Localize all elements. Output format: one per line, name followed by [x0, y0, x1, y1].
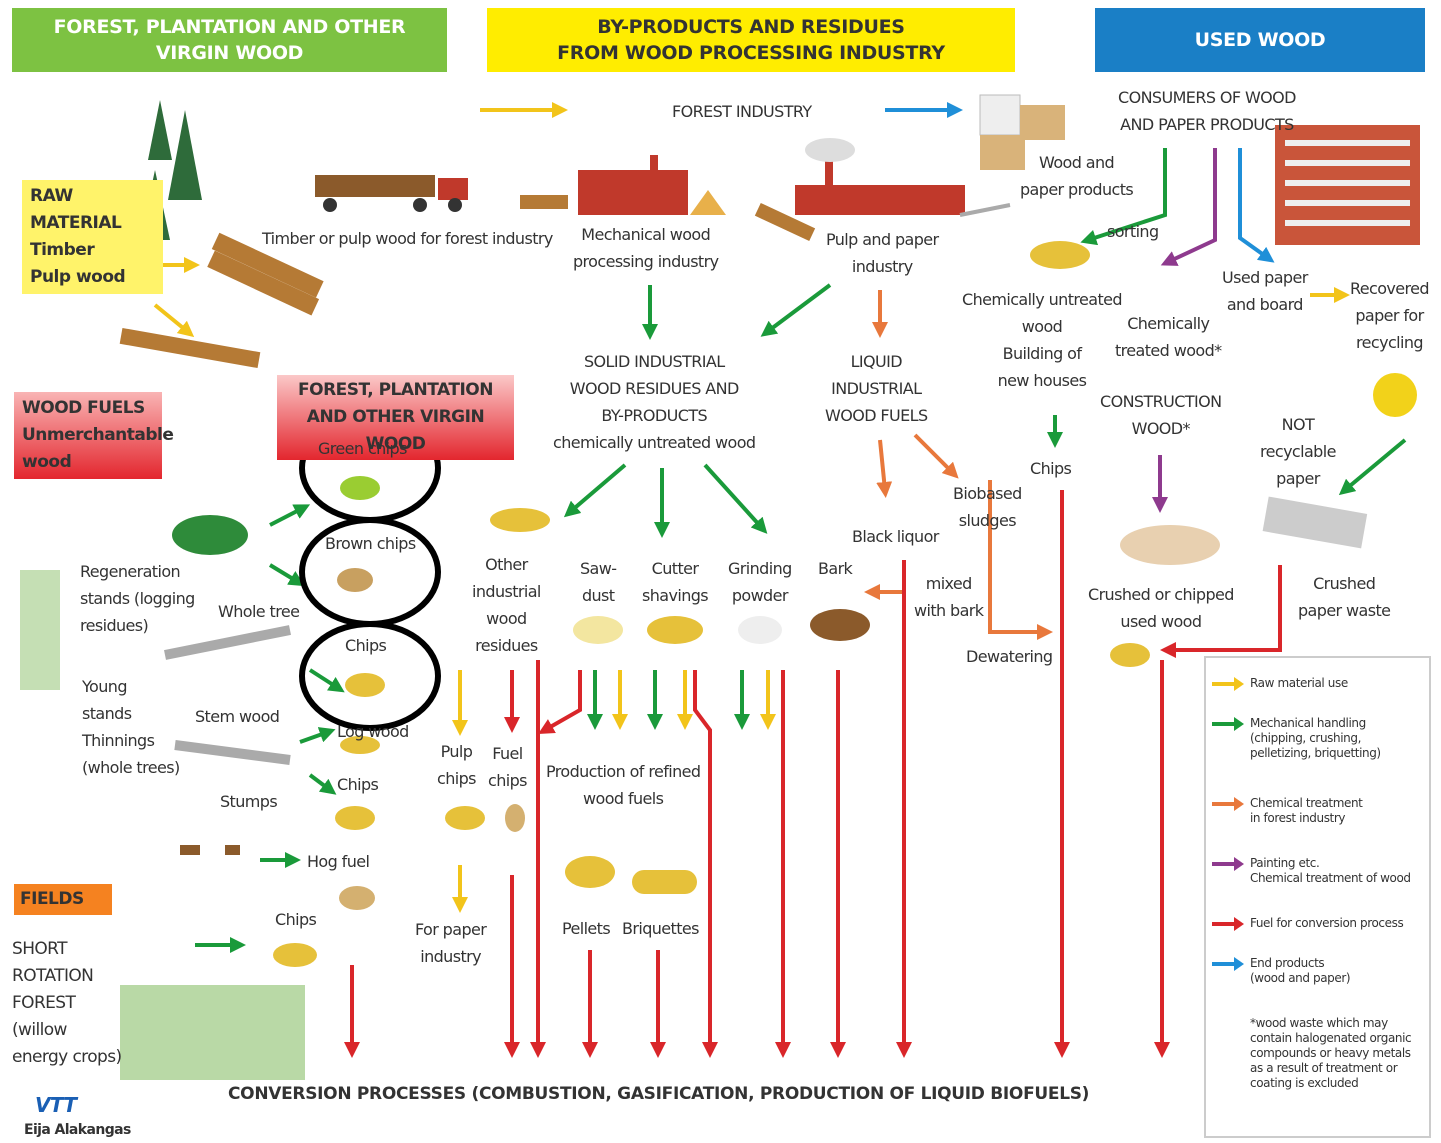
header-forest: FOREST, PLANTATION AND OTHER VIRGIN WOOD: [12, 8, 447, 72]
label: Saw- dust: [580, 555, 616, 609]
label: SHORT ROTATION FOREST (willow energy cro…: [12, 936, 121, 1071]
label: CONSTRUCTION WOOD*: [1100, 388, 1222, 442]
legend-note: *wood waste which may contain halogenate…: [1250, 1016, 1411, 1091]
label: Bark: [818, 555, 852, 582]
header-used: USED WOOD: [1095, 8, 1425, 72]
label: Briquettes: [622, 915, 699, 942]
legend-arrow: [1234, 797, 1244, 811]
legend-item: Painting etc. Chemical treatment of wood: [1250, 856, 1411, 886]
header-byproducts: BY-PRODUCTS AND RESIDUES FROM WOOD PROCE…: [487, 8, 1015, 72]
label: For paper industry: [415, 916, 486, 970]
label: LIQUID INDUSTRIAL WOOD FUELS: [825, 348, 928, 429]
legend-item: Raw material use: [1250, 676, 1348, 691]
label: Chips: [345, 632, 386, 659]
wood-fuels: WOOD FUELS Unmerchantable wood: [14, 392, 162, 479]
raw-material: RAW MATERIAL Timber Pulp wood: [22, 180, 163, 294]
label: Green chips: [318, 435, 407, 462]
author: Eija Alakangas: [24, 1121, 131, 1139]
conversion: CONVERSION PROCESSES (COMBUSTION, GASIFI…: [228, 1081, 1089, 1108]
legend-item: Mechanical handling (chipping, crushing,…: [1250, 716, 1381, 761]
label: Recovered paper for recycling: [1350, 275, 1429, 356]
label: Black liquor: [852, 523, 939, 550]
label: Crushed paper waste: [1298, 570, 1390, 624]
label: Cutter shavings: [642, 555, 708, 609]
diagram: FOREST, PLANTATION AND OTHER VIRGIN WOOD…: [0, 0, 1441, 1143]
label: Stumps: [220, 788, 277, 815]
label: Timber or pulp wood for forest industry: [262, 225, 553, 252]
label: Fuel chips: [488, 740, 527, 794]
label: sorting: [1107, 218, 1159, 245]
label: Wood and paper products: [1020, 149, 1133, 203]
label: Log wood: [337, 718, 409, 745]
label: Dewatering: [966, 643, 1053, 670]
label: Mechanical wood processing industry: [573, 221, 718, 275]
label: Stem wood: [195, 703, 279, 730]
legend-arrow: [1234, 857, 1244, 871]
label: Young stands Thinnings (whole trees): [82, 673, 180, 781]
legend-arrow: [1234, 917, 1244, 931]
label: Brown chips: [325, 530, 416, 557]
label: SOLID INDUSTRIAL WOOD RESIDUES AND BY-PR…: [553, 348, 755, 456]
label: Chips: [337, 771, 378, 798]
label: Whole tree: [218, 598, 299, 625]
logo: VTT: [35, 1092, 76, 1119]
legend-arrows: [1212, 677, 1244, 971]
label: Pellets: [562, 915, 610, 942]
legend-item: Fuel for conversion process: [1250, 916, 1403, 931]
label: Production of refined wood fuels: [546, 758, 700, 812]
label: Crushed or chipped used wood: [1088, 581, 1234, 635]
label: mixed with bark: [914, 570, 983, 624]
label: Chemically untreated wood Building of ne…: [962, 286, 1122, 394]
label: Other industrial wood residues: [472, 551, 541, 659]
label: Regeneration stands (logging residues): [80, 558, 195, 639]
label: Chips: [275, 906, 316, 933]
fields: FIELDS: [14, 884, 112, 915]
legend-arrow: [1234, 677, 1244, 691]
label: FOREST INDUSTRY: [672, 98, 812, 125]
label: Used paper and board: [1222, 264, 1308, 318]
legend-arrow: [1234, 957, 1244, 971]
legend-item: Chemical treatment in forest industry: [1250, 796, 1363, 826]
label: CONSUMERS OF WOOD AND PAPER PRODUCTS: [1118, 84, 1296, 138]
label: Hog fuel: [307, 848, 369, 875]
label: Grinding powder: [728, 555, 792, 609]
label: NOT recyclable paper: [1260, 411, 1336, 492]
label: Biobased sludges: [953, 480, 1022, 534]
label: Pulp chips: [437, 738, 476, 792]
label: Chips: [1030, 455, 1071, 482]
label: Chemically treated wood*: [1115, 310, 1222, 364]
legend-item: End products (wood and paper): [1250, 956, 1350, 986]
label: Pulp and paper industry: [826, 226, 939, 280]
arrows-and-icons: [0, 0, 1441, 1143]
legend-arrow: [1234, 717, 1244, 731]
